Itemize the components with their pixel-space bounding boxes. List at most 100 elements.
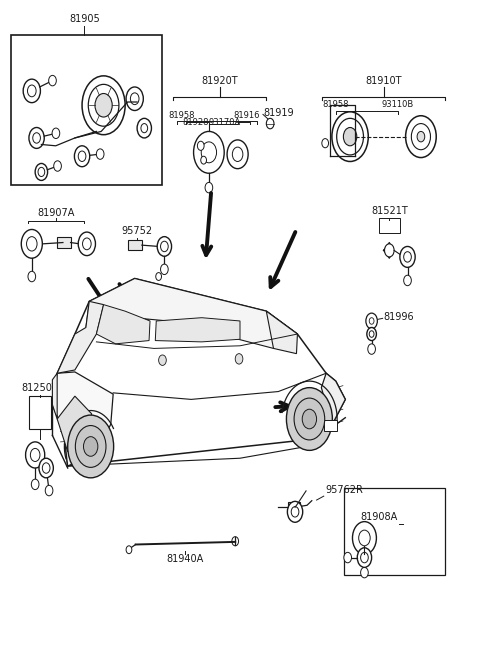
Circle shape — [39, 458, 53, 478]
Text: 81996: 81996 — [384, 312, 414, 322]
Bar — [128, 240, 142, 250]
Circle shape — [35, 164, 48, 180]
Bar — [288, 502, 300, 512]
Bar — [379, 218, 400, 233]
Circle shape — [131, 93, 139, 105]
Text: 81250T: 81250T — [22, 383, 58, 393]
Circle shape — [42, 463, 50, 474]
Circle shape — [75, 426, 106, 468]
Circle shape — [201, 157, 206, 164]
Circle shape — [201, 142, 216, 163]
Circle shape — [357, 548, 372, 567]
Circle shape — [27, 85, 36, 97]
Circle shape — [366, 313, 377, 329]
Text: 81928: 81928 — [183, 119, 209, 128]
Circle shape — [287, 388, 332, 451]
Text: 81905: 81905 — [69, 14, 100, 24]
Circle shape — [48, 75, 56, 86]
Text: 81940A: 81940A — [167, 554, 204, 564]
Circle shape — [344, 552, 351, 563]
Circle shape — [232, 147, 243, 162]
Circle shape — [406, 116, 436, 158]
Circle shape — [197, 141, 204, 151]
Text: 81907A: 81907A — [37, 208, 74, 218]
Circle shape — [404, 252, 411, 262]
Circle shape — [28, 271, 36, 282]
Circle shape — [193, 132, 224, 174]
Polygon shape — [52, 278, 345, 466]
Text: 93170A: 93170A — [208, 119, 240, 128]
Circle shape — [232, 536, 239, 546]
Circle shape — [33, 133, 40, 143]
Circle shape — [332, 112, 368, 162]
Circle shape — [156, 272, 161, 280]
Bar — [344, 488, 445, 574]
Circle shape — [68, 415, 114, 478]
Circle shape — [336, 119, 363, 155]
Text: 81916: 81916 — [233, 111, 260, 120]
Polygon shape — [96, 305, 150, 344]
Circle shape — [78, 232, 96, 255]
Circle shape — [288, 501, 303, 522]
Circle shape — [160, 241, 168, 252]
Circle shape — [141, 124, 148, 133]
Circle shape — [400, 246, 415, 267]
Circle shape — [78, 151, 86, 162]
Circle shape — [343, 128, 357, 146]
Circle shape — [96, 149, 104, 159]
Circle shape — [137, 119, 152, 138]
Circle shape — [45, 485, 53, 496]
Circle shape — [417, 132, 425, 142]
Text: 81919: 81919 — [263, 108, 294, 118]
Circle shape — [26, 236, 37, 251]
Circle shape — [302, 409, 317, 429]
Circle shape — [29, 128, 44, 149]
Circle shape — [126, 87, 144, 111]
Circle shape — [88, 84, 119, 126]
Bar — [29, 396, 51, 429]
Circle shape — [54, 160, 61, 171]
Circle shape — [266, 119, 274, 129]
Polygon shape — [52, 372, 113, 466]
Circle shape — [227, 140, 248, 169]
Bar — [324, 421, 337, 431]
Bar — [57, 237, 71, 248]
Circle shape — [367, 328, 376, 341]
Text: 81958: 81958 — [168, 111, 195, 120]
Circle shape — [95, 94, 112, 117]
Circle shape — [384, 244, 394, 257]
Polygon shape — [52, 373, 57, 419]
Circle shape — [84, 437, 98, 457]
Circle shape — [360, 567, 368, 578]
Bar — [11, 35, 162, 185]
Circle shape — [411, 124, 431, 150]
Circle shape — [157, 236, 171, 256]
Circle shape — [369, 318, 374, 324]
Circle shape — [30, 449, 40, 462]
Circle shape — [291, 506, 299, 517]
Text: 95752: 95752 — [121, 226, 153, 236]
Circle shape — [74, 146, 90, 167]
Polygon shape — [57, 396, 92, 452]
Text: 81908A: 81908A — [360, 512, 398, 522]
Circle shape — [368, 344, 375, 354]
Circle shape — [160, 264, 168, 274]
Circle shape — [25, 442, 45, 468]
Circle shape — [23, 79, 40, 103]
Polygon shape — [86, 278, 298, 348]
Polygon shape — [57, 301, 104, 373]
Text: 95762R: 95762R — [325, 485, 363, 495]
Circle shape — [31, 479, 39, 489]
Circle shape — [21, 229, 42, 258]
Circle shape — [359, 530, 370, 546]
Text: 81910T: 81910T — [365, 76, 402, 86]
Circle shape — [52, 128, 60, 138]
Text: 93110B: 93110B — [382, 100, 414, 109]
Circle shape — [294, 398, 324, 440]
Circle shape — [126, 546, 132, 553]
Polygon shape — [314, 373, 345, 439]
Circle shape — [322, 139, 328, 148]
Polygon shape — [156, 318, 240, 342]
Text: 81521T: 81521T — [371, 206, 408, 216]
Circle shape — [369, 331, 374, 337]
